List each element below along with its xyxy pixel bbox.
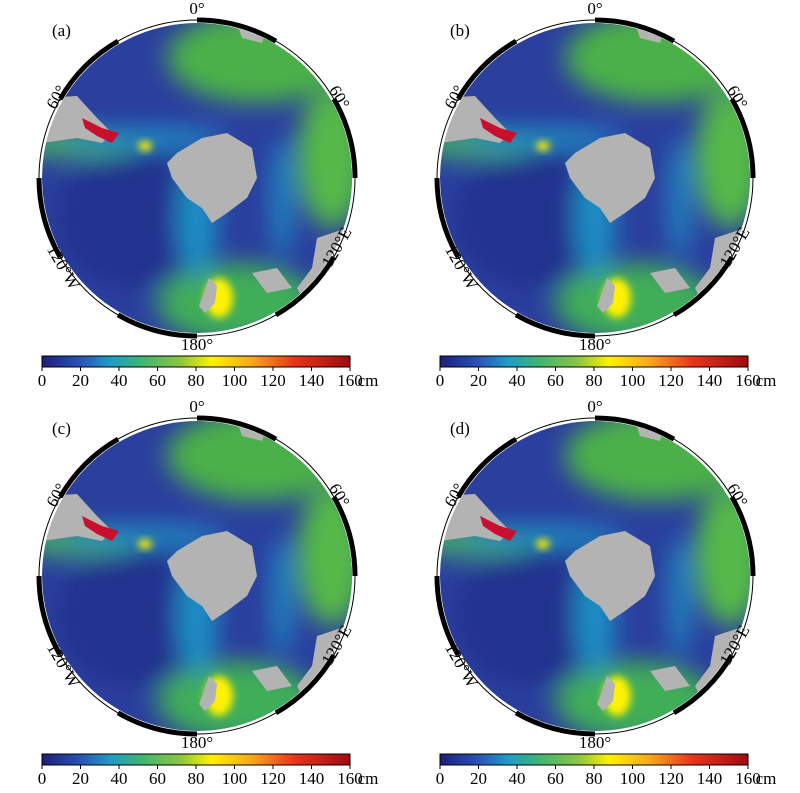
colorbar-tick-label: 40 [509, 371, 526, 390]
colorbar-tick-label: 140 [697, 769, 723, 788]
colorbar-tick-label: 120 [260, 769, 286, 788]
colorbar-tick-label: 60 [547, 371, 564, 390]
lon-label: 180° [579, 335, 611, 354]
panel-label: (b) [450, 21, 470, 40]
colorbar-tick-label: 100 [222, 769, 248, 788]
colorbar-tick-label: 0 [436, 769, 445, 788]
panel-label: (c) [52, 419, 71, 438]
colorbar-tick-label: 160 [337, 371, 363, 390]
colorbar-tick-label: 20 [470, 371, 487, 390]
polar-map [7, 13, 367, 343]
colorbar-tick-label: 0 [436, 371, 445, 390]
colorbar-tick-label: 80 [586, 769, 603, 788]
map-image [7, 411, 367, 741]
colorbar-tick-label: 20 [72, 769, 89, 788]
colorbar-tick-label: 80 [586, 371, 603, 390]
colorbar-tick-label: 60 [149, 769, 166, 788]
colorbar-tick-label: 160 [735, 769, 761, 788]
colorbar-tick-label: 140 [299, 769, 325, 788]
colorbar-tick-label: 120 [658, 371, 684, 390]
lon-label: 0° [587, 0, 602, 18]
colorbar-unit: cm [358, 371, 379, 390]
colorbar-tick-label: 0 [38, 371, 47, 390]
colorbar-tick-label: 160 [337, 769, 363, 788]
polar-map [7, 411, 367, 741]
colorbar-tick-label: 40 [111, 371, 128, 390]
lon-label: 180° [579, 733, 611, 752]
colorbar [41, 355, 351, 368]
colorbar-tick-label: 120 [658, 769, 684, 788]
panel-label: (a) [52, 21, 71, 40]
map-image [7, 13, 367, 343]
lon-label: 0° [189, 397, 204, 416]
colorbar-tick-label: 140 [299, 371, 325, 390]
colorbar-tick-label: 40 [111, 769, 128, 788]
map-image [405, 411, 765, 741]
colorbar-unit: cm [358, 769, 379, 788]
colorbar-tick-label: 0 [38, 769, 47, 788]
colorbar-tick-label: 100 [620, 769, 646, 788]
colorbar-tick-label: 20 [72, 371, 89, 390]
panel-label: (d) [450, 419, 470, 438]
colorbar [41, 753, 351, 766]
colorbar-tick-label: 80 [188, 769, 205, 788]
colorbar [439, 753, 749, 766]
colorbar-tick-label: 140 [697, 371, 723, 390]
map-image [405, 13, 765, 343]
colorbar-tick-label: 160 [735, 371, 761, 390]
lon-label: 0° [189, 0, 204, 18]
colorbar-unit: cm [756, 371, 777, 390]
colorbar-tick-label: 60 [149, 371, 166, 390]
lon-label: 180° [181, 335, 213, 354]
colorbar-tick-label: 120 [260, 371, 286, 390]
colorbar-tick-label: 100 [620, 371, 646, 390]
colorbar-tick-label: 20 [470, 769, 487, 788]
colorbar-tick-label: 80 [188, 371, 205, 390]
polar-map [405, 13, 765, 343]
colorbar-tick-label: 60 [547, 769, 564, 788]
colorbar-unit: cm [756, 769, 777, 788]
colorbar [439, 355, 749, 368]
lon-label: 180° [181, 733, 213, 752]
polar-map [405, 411, 765, 741]
lon-label: 0° [587, 397, 602, 416]
colorbar-tick-label: 100 [222, 371, 248, 390]
colorbar-tick-label: 40 [509, 769, 526, 788]
